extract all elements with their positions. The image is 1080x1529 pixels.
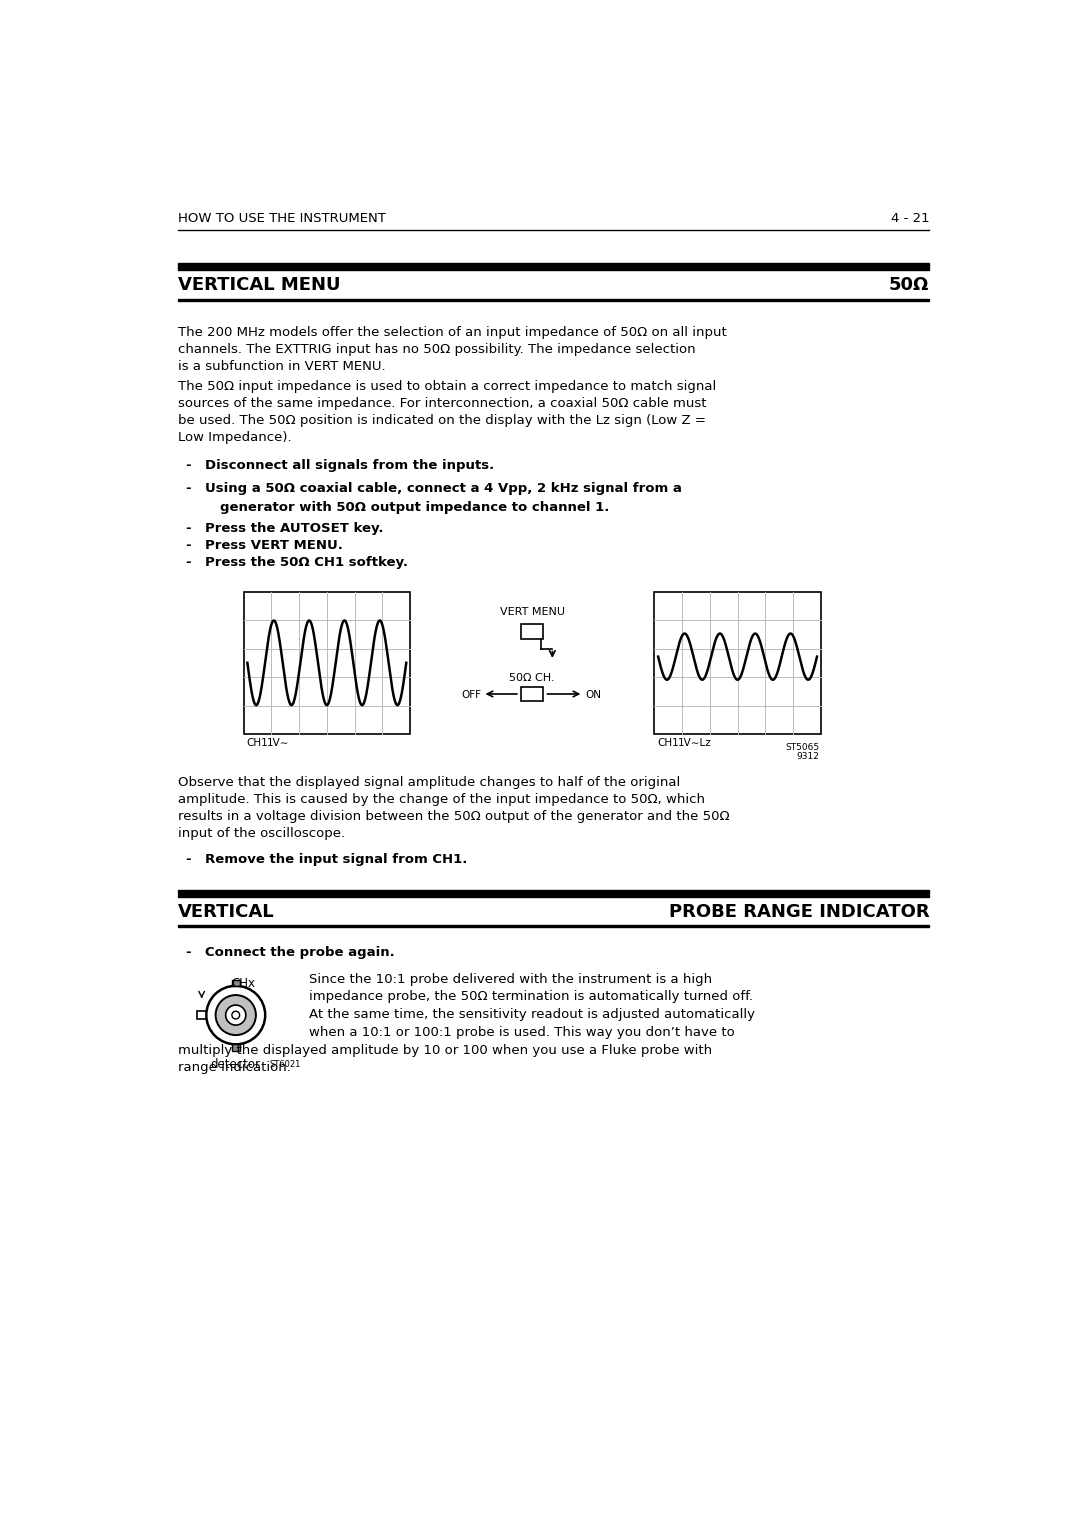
Text: Observe that the displayed signal amplitude changes to half of the original: Observe that the displayed signal amplit… xyxy=(177,777,680,789)
Text: The 50Ω input impedance is used to obtain a correct impedance to match signal: The 50Ω input impedance is used to obtai… xyxy=(177,379,716,393)
Text: HOW TO USE THE INSTRUMENT: HOW TO USE THE INSTRUMENT xyxy=(177,211,386,225)
Text: 1V∼: 1V∼ xyxy=(267,739,289,748)
Text: -: - xyxy=(186,540,191,552)
Text: -: - xyxy=(186,482,191,495)
Circle shape xyxy=(232,1011,240,1018)
Text: Disconnect all signals from the inputs.: Disconnect all signals from the inputs. xyxy=(205,459,494,472)
Bar xyxy=(522,624,543,639)
Text: input of the oscilloscope.: input of the oscilloscope. xyxy=(177,827,345,841)
Bar xyxy=(197,1011,206,1018)
Text: Using a 50Ω coaxial cable, connect a 4 Vpp, 2 kHz signal from a: Using a 50Ω coaxial cable, connect a 4 V… xyxy=(205,482,681,495)
Bar xyxy=(232,1044,240,1050)
Text: Connect the probe again.: Connect the probe again. xyxy=(205,946,394,959)
Text: is a subfunction in VERT MENU.: is a subfunction in VERT MENU. xyxy=(177,359,386,373)
Text: VERTICAL: VERTICAL xyxy=(177,904,274,920)
Text: range indication.: range indication. xyxy=(177,1061,291,1075)
Text: PROBE RANGE INDICATOR: PROBE RANGE INDICATOR xyxy=(669,904,930,920)
Bar xyxy=(177,925,930,927)
Text: OFF: OFF xyxy=(461,690,481,700)
Text: -: - xyxy=(186,459,191,472)
Text: generator with 50Ω output impedance to channel 1.: generator with 50Ω output impedance to c… xyxy=(220,500,609,514)
Text: channels. The EXTTRIG input has no 50Ω possibility. The impedance selection: channels. The EXTTRIG input has no 50Ω p… xyxy=(177,342,696,356)
Text: sources of the same impedance. For interconnection, a coaxial 50Ω cable must: sources of the same impedance. For inter… xyxy=(177,396,706,410)
Text: 1V∼Lz: 1V∼Lz xyxy=(677,739,712,748)
Text: -: - xyxy=(186,946,191,959)
Text: ON: ON xyxy=(585,690,600,700)
Text: VERTICAL MENU: VERTICAL MENU xyxy=(177,277,340,294)
Text: impedance probe, the 50Ω termination is automatically turned off.: impedance probe, the 50Ω termination is … xyxy=(309,991,754,1003)
Text: The 200 MHz models offer the selection of an input impedance of 50Ω on all input: The 200 MHz models offer the selection o… xyxy=(177,326,727,339)
Text: 4 - 21: 4 - 21 xyxy=(891,211,930,225)
Bar xyxy=(243,592,410,734)
Bar xyxy=(654,592,821,734)
Text: Remove the input signal from CH1.: Remove the input signal from CH1. xyxy=(205,853,468,867)
Bar xyxy=(177,263,930,266)
Text: results in a voltage division between the 50Ω output of the generator and the 50: results in a voltage division between th… xyxy=(177,810,729,823)
Text: -: - xyxy=(186,557,191,569)
Text: VERT MENU: VERT MENU xyxy=(500,607,565,618)
Text: -: - xyxy=(186,523,191,535)
Bar xyxy=(177,894,930,898)
Text: Press VERT MENU.: Press VERT MENU. xyxy=(205,540,342,552)
Text: Press the AUTOSET key.: Press the AUTOSET key. xyxy=(205,523,383,535)
Text: 50Ω: 50Ω xyxy=(889,277,930,294)
Text: -: - xyxy=(186,853,191,867)
Bar xyxy=(177,268,930,269)
Text: ST5065: ST5065 xyxy=(785,743,820,752)
Circle shape xyxy=(216,995,256,1035)
Text: CH1: CH1 xyxy=(658,739,679,748)
Text: be used. The 50Ω position is indicated on the display with the Lz sign (Low Z =: be used. The 50Ω position is indicated o… xyxy=(177,414,705,427)
Text: Press the 50Ω CH1 softkey.: Press the 50Ω CH1 softkey. xyxy=(205,557,408,569)
Bar xyxy=(232,980,240,986)
Text: amplitude. This is caused by the change of the input impedance to 50Ω, which: amplitude. This is caused by the change … xyxy=(177,794,704,806)
Text: Low Impedance).: Low Impedance). xyxy=(177,431,292,443)
Text: Since the 10:1 probe delivered with the instrument is a high: Since the 10:1 probe delivered with the … xyxy=(309,972,713,986)
Bar xyxy=(177,300,930,301)
Circle shape xyxy=(206,986,266,1044)
Text: multiply the displayed amplitude by 10 or 100 when you use a Fluke probe with: multiply the displayed amplitude by 10 o… xyxy=(177,1044,712,1057)
Bar xyxy=(177,890,930,894)
Text: detector: detector xyxy=(211,1058,260,1072)
Text: 50Ω CH.: 50Ω CH. xyxy=(510,673,555,683)
Text: At the same time, the sensitivity readout is adjusted automatically: At the same time, the sensitivity readou… xyxy=(309,1008,755,1021)
Text: CHx: CHx xyxy=(232,977,256,989)
Text: 9312: 9312 xyxy=(796,752,820,761)
Text: when a 10:1 or 100:1 probe is used. This way you don’t have to: when a 10:1 or 100:1 probe is used. This… xyxy=(309,1026,735,1038)
Bar xyxy=(522,687,543,700)
Text: CH1: CH1 xyxy=(246,739,268,748)
Text: ST6021: ST6021 xyxy=(269,1060,300,1069)
Circle shape xyxy=(226,1005,246,1024)
